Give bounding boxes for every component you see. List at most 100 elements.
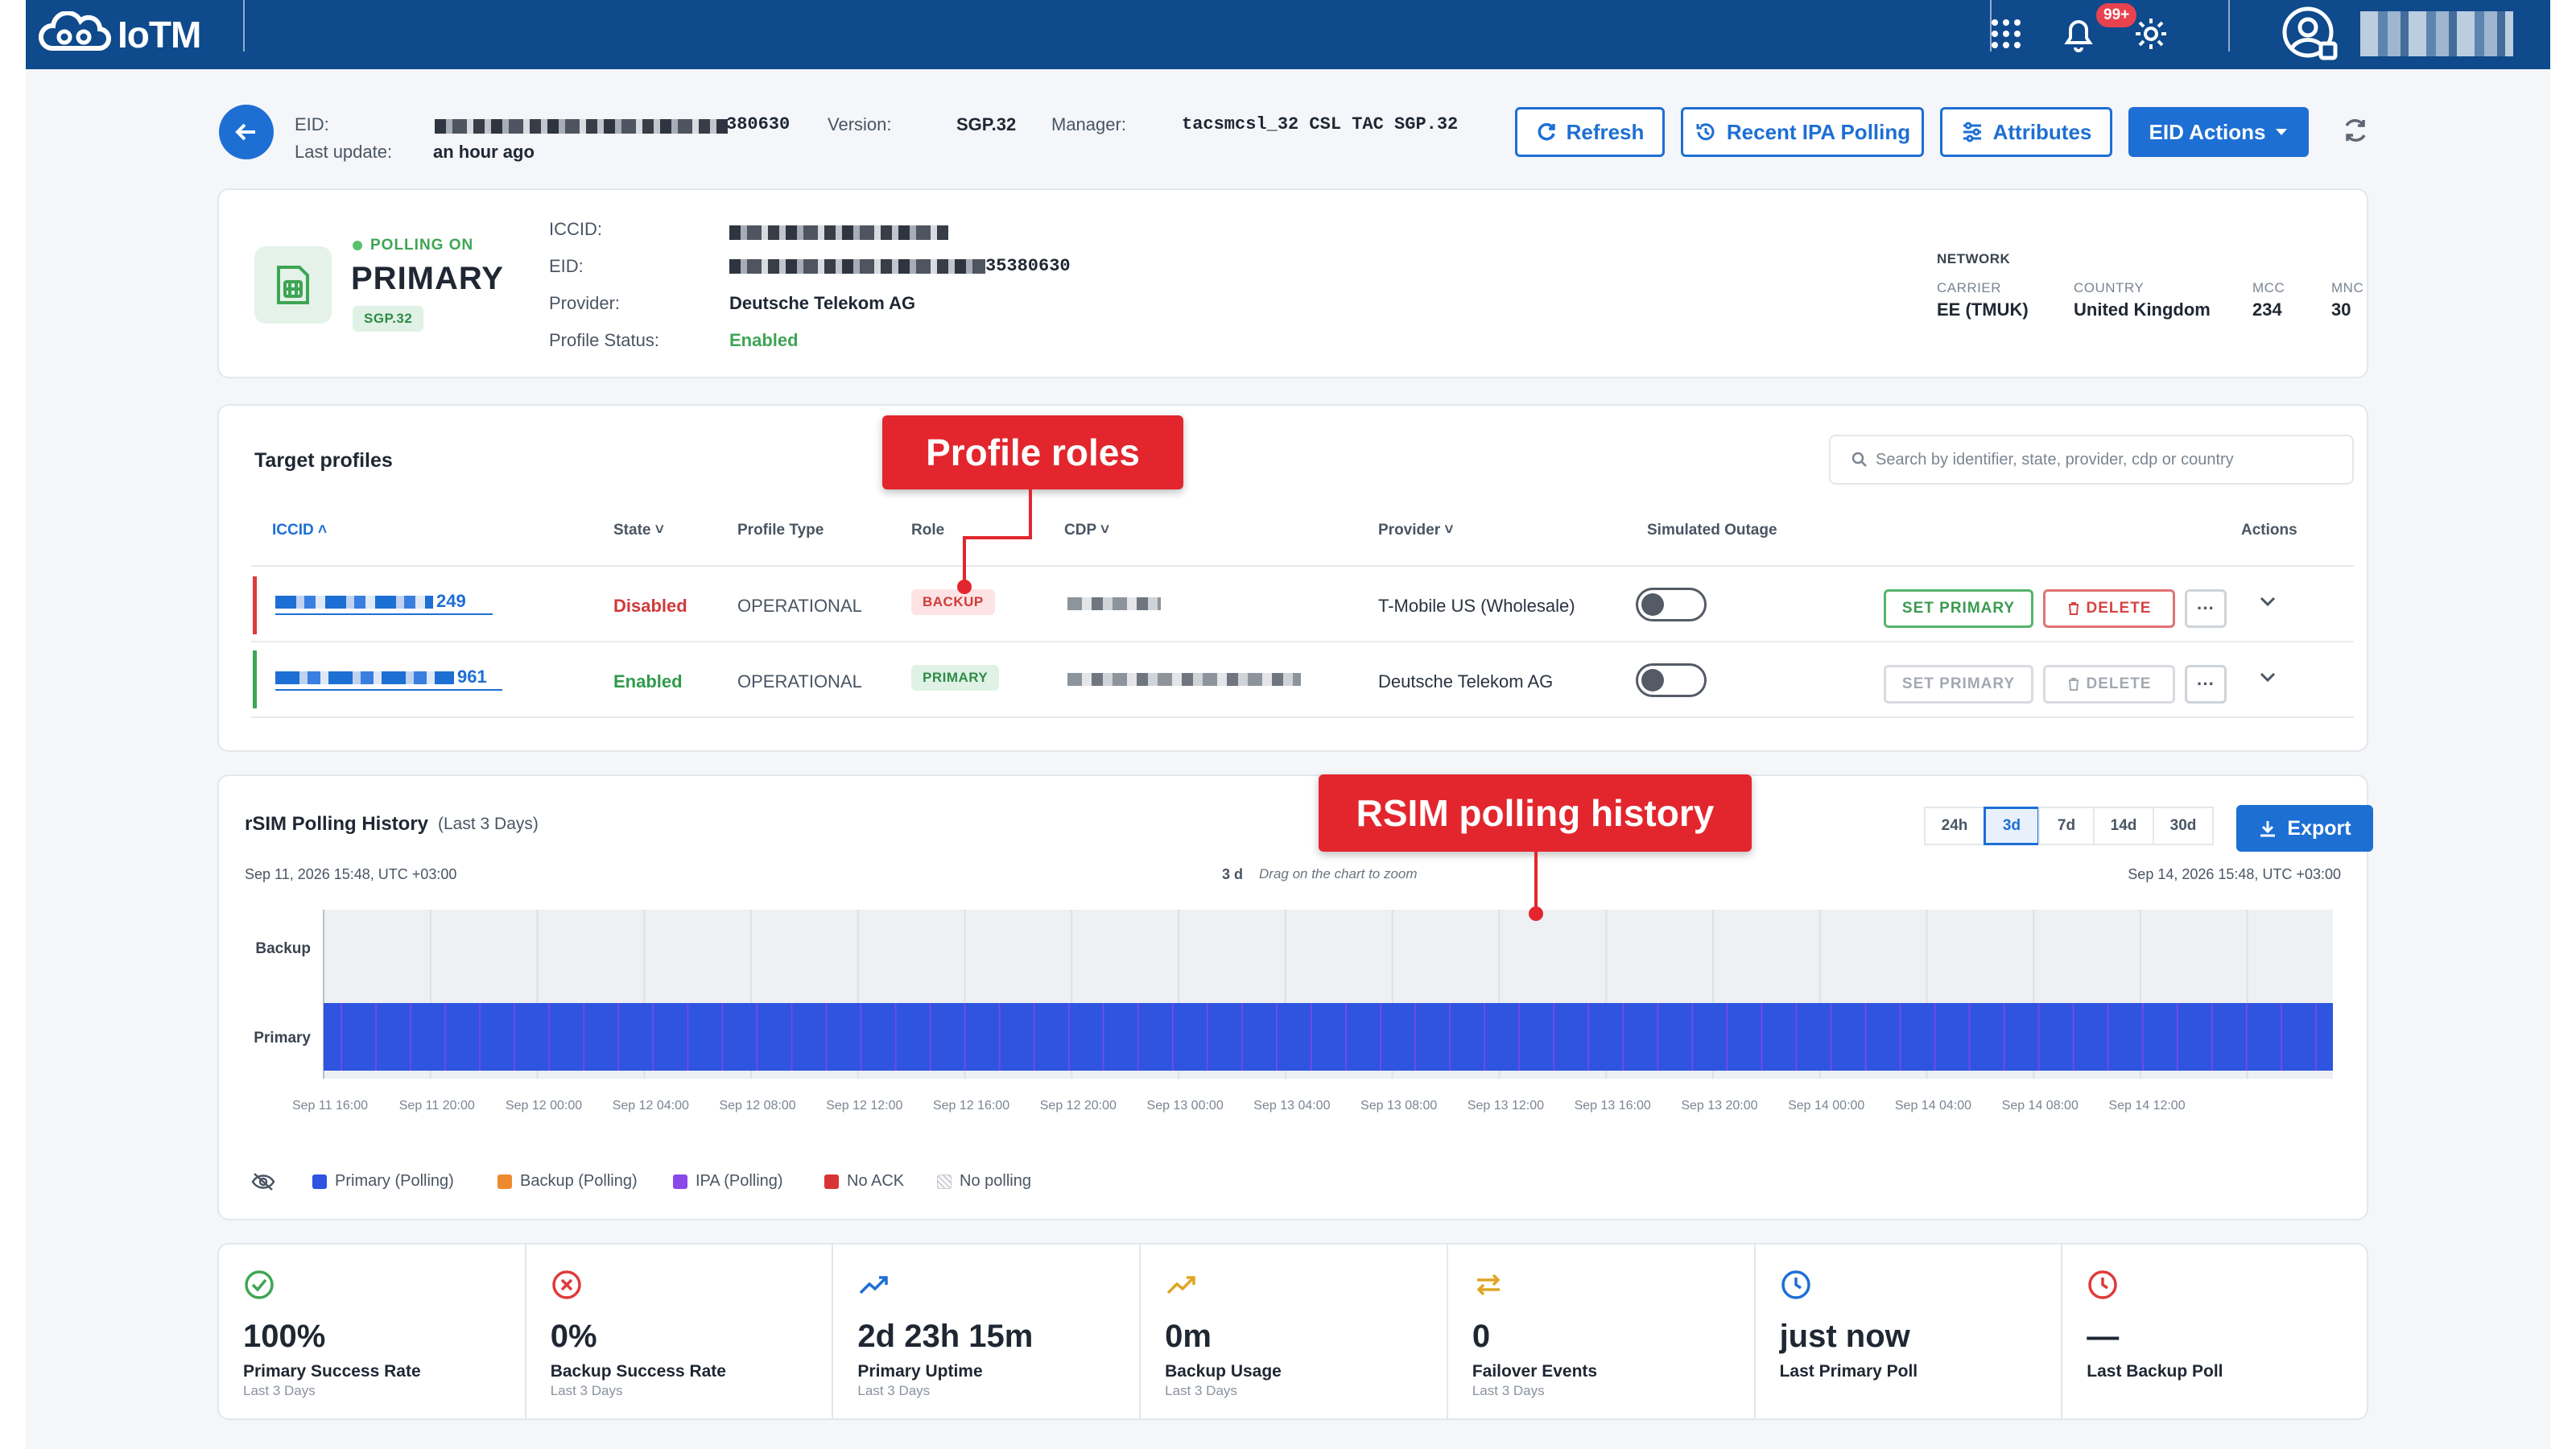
callout-connector xyxy=(963,536,1032,539)
legend-primary[interactable]: Primary (Polling) xyxy=(312,1172,454,1191)
manager-value: tacsmcsl_32 CSL TAC SGP.32 xyxy=(1182,114,1459,134)
sync-icon[interactable] xyxy=(2333,108,2378,153)
column-header-cdp[interactable]: CDP ˅ xyxy=(1064,522,1110,539)
x-tick-label: Sep 14 12:00 xyxy=(2108,1099,2185,1113)
polling-status-dot xyxy=(353,240,362,250)
toggle-knob xyxy=(1641,593,1664,616)
cdp-redacted xyxy=(1067,597,1161,610)
iccid-redacted xyxy=(275,671,454,684)
polling-timeline-chart[interactable]: Backup Primary Sep 11 16:00 Sep 11 20:00 Sep… xyxy=(219,776,2370,1222)
search-icon xyxy=(1852,452,1867,467)
x-tick-label: Sep 12 00:00 xyxy=(506,1099,582,1113)
role-badge: BACKUP xyxy=(911,589,995,615)
refresh-button[interactable]: Refresh xyxy=(1515,107,1665,157)
table-divider xyxy=(251,565,2354,567)
user-name-redacted[interactable] xyxy=(2360,11,2513,56)
stat-label: Backup Success Rate xyxy=(550,1362,726,1381)
legend-no-polling[interactable]: No polling xyxy=(937,1172,1031,1191)
set-primary-button-disabled: SET PRIMARY xyxy=(1884,665,2033,704)
settings-gear-icon[interactable] xyxy=(2128,11,2174,56)
iccid-link[interactable]: 961 xyxy=(275,667,502,691)
range-end-label: Sep 14, 2026 15:48, UTC +03:00 xyxy=(2128,866,2341,882)
chevron-down-icon[interactable] xyxy=(2259,596,2277,607)
user-avatar-icon[interactable] xyxy=(2280,4,2341,65)
x-tick-label: Sep 12 08:00 xyxy=(719,1099,795,1113)
table-divider xyxy=(251,716,2354,718)
column-header-provider[interactable]: Provider ˅ xyxy=(1378,522,1454,539)
column-header-iccid[interactable]: ICCID ˄ xyxy=(272,522,328,539)
column-header-state[interactable]: State ˅ xyxy=(613,522,664,539)
recent-ipa-polling-button[interactable]: Recent IPA Polling xyxy=(1681,107,1924,157)
iccid-link[interactable]: 249 xyxy=(275,591,493,615)
check-circle-icon xyxy=(243,1269,275,1301)
history-icon xyxy=(1696,123,1715,141)
stat-label: Last Primary Poll xyxy=(1779,1362,1918,1381)
legend-ipa[interactable]: IPA (Polling) xyxy=(673,1172,783,1191)
logo-text: IoTM xyxy=(118,14,201,56)
top-bar: IoTM 99+ xyxy=(26,0,2550,69)
state-value: Disabled xyxy=(613,596,687,616)
x-tick-label: Sep 12 16:00 xyxy=(933,1099,1009,1113)
legend-backup[interactable]: Backup (Polling) xyxy=(497,1172,638,1191)
carrier-label: CARRIER xyxy=(1937,280,2002,295)
callout-connector xyxy=(1029,489,1032,539)
polling-history-subtitle: (Last 3 Days) xyxy=(438,815,539,833)
profiles-search-input[interactable]: Search by identifier, state, provider, c… xyxy=(1829,435,2354,485)
more-actions-button[interactable]: ··· xyxy=(2185,589,2227,628)
notification-badge: 99+ xyxy=(2096,3,2137,27)
more-actions-button[interactable]: ··· xyxy=(2185,665,2227,704)
range-14d-button[interactable]: 14d xyxy=(2093,807,2154,845)
range-span-label: 3 d xyxy=(1222,866,1244,882)
back-button[interactable] xyxy=(219,105,274,159)
carrier-value: EE (TMUK) xyxy=(1937,299,2029,320)
legend-swatch xyxy=(937,1174,952,1189)
trend-up-icon xyxy=(1165,1269,1197,1301)
x-circle-icon xyxy=(551,1269,583,1301)
column-header-profile-type: Profile Type xyxy=(737,522,824,539)
legend-no-ack[interactable]: No ACK xyxy=(824,1172,904,1191)
arrow-left-icon xyxy=(235,123,255,141)
range-start-label: Sep 11, 2026 15:48, UTC +03:00 xyxy=(245,866,457,882)
eid-redacted xyxy=(729,259,985,274)
provider-value: T-Mobile US (Wholesale) xyxy=(1378,596,1575,616)
notification-bell-icon[interactable] xyxy=(2056,11,2101,56)
row-label: Primary xyxy=(254,1030,311,1046)
stat-value: 100% xyxy=(243,1319,326,1354)
profile-type-value: OPERATIONAL xyxy=(737,671,862,691)
apps-grid-icon[interactable] xyxy=(1984,11,2029,56)
country-value: United Kingdom xyxy=(2074,299,2211,320)
attributes-button[interactable]: Attributes xyxy=(1940,107,2112,157)
simulated-outage-toggle[interactable] xyxy=(1636,588,1707,621)
app-logo[interactable]: IoTM xyxy=(37,6,201,63)
sim-card-icon xyxy=(254,246,332,324)
country-label: COUNTRY xyxy=(2074,280,2145,295)
mnc-value: 30 xyxy=(2331,299,2351,320)
stat-tile: 2d 23h 15m Primary Uptime Last 3 Days xyxy=(833,1245,1141,1418)
toggle-knob xyxy=(1641,669,1664,691)
stat-tile: 100% Primary Success Rate Last 3 Days xyxy=(219,1245,526,1418)
delete-button[interactable]: DELETE xyxy=(2043,589,2175,628)
simulated-outage-toggle[interactable] xyxy=(1636,663,1707,697)
set-primary-button[interactable]: SET PRIMARY xyxy=(1884,589,2033,628)
chevron-down-icon[interactable] xyxy=(2259,671,2277,683)
stat-tile: 0% Backup Success Rate Last 3 Days xyxy=(526,1245,834,1418)
top-bar-divider xyxy=(1990,0,1992,52)
x-tick-label: Sep 14 00:00 xyxy=(1788,1099,1864,1113)
zoom-hint: Drag on the chart to zoom xyxy=(1259,866,1418,881)
legend-visibility-toggle[interactable] xyxy=(251,1172,275,1191)
version-value: SGP.32 xyxy=(956,114,1017,134)
stat-sublabel: Last 3 Days xyxy=(1472,1383,1545,1398)
range-30d-button[interactable]: 30d xyxy=(2153,807,2214,845)
eid-redacted xyxy=(435,119,728,134)
export-button[interactable]: Export xyxy=(2236,805,2373,852)
column-header-actions: Actions xyxy=(2241,522,2297,539)
eid-suffix: 35380630 xyxy=(985,256,1071,276)
standard-badge: SGP.32 xyxy=(353,306,424,332)
callout-polling-history: RSIM polling history xyxy=(1319,774,1752,852)
column-header-role: Role xyxy=(911,522,945,539)
legend-swatch xyxy=(673,1174,687,1189)
x-tick-label: Sep 13 08:00 xyxy=(1360,1099,1437,1113)
callout-connector xyxy=(1534,852,1538,911)
current-profile-card: POLLING ON PRIMARY SGP.32 ICCID: EID: 35… xyxy=(217,188,2368,378)
eid-actions-dropdown[interactable]: EID Actions xyxy=(2128,107,2309,157)
